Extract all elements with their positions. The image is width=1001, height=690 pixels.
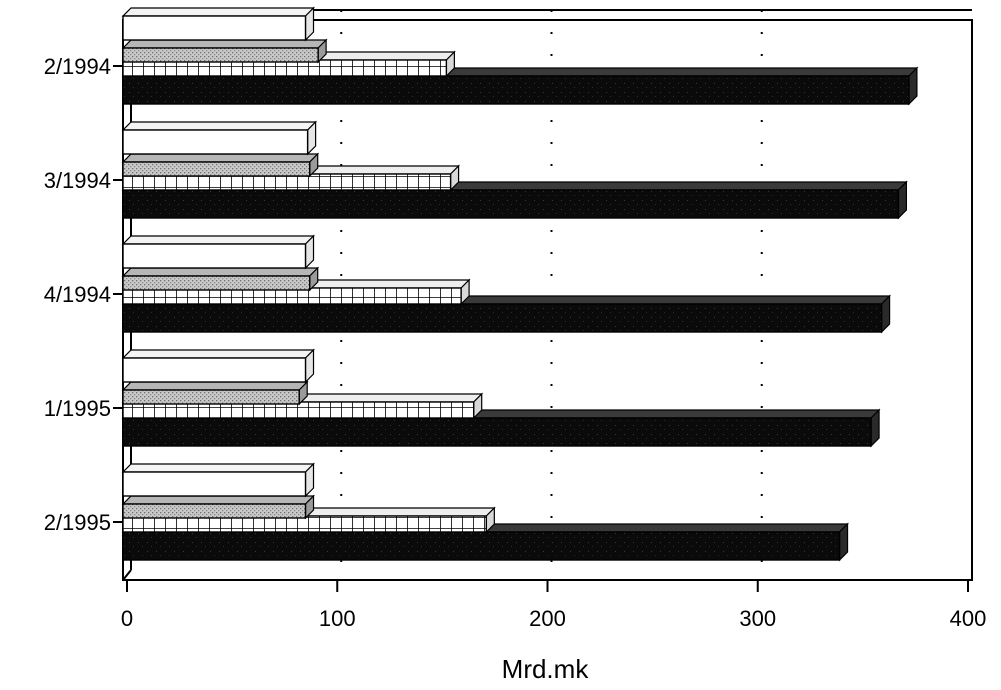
bar-front-face	[122, 15, 307, 41]
bar-front-face	[122, 129, 309, 155]
bar	[121, 234, 315, 270]
bar-top-face	[121, 121, 318, 131]
y-tick-label: 1/1995	[44, 396, 111, 421]
bar-front-face	[122, 47, 319, 63]
x-tick-label: 200	[529, 606, 566, 631]
x-tick-label: 100	[319, 606, 356, 631]
bar-front-face	[122, 357, 307, 383]
bar-top-face	[121, 235, 315, 245]
y-tick-label: 2/1994	[44, 54, 111, 79]
bar	[121, 494, 315, 520]
bar-top-face	[121, 39, 328, 49]
bar	[121, 462, 315, 498]
plot-frame-edge	[122, 569, 132, 581]
x-axis-title: Mrd.mk	[502, 654, 590, 684]
y-tick-label: 4/1994	[44, 282, 111, 307]
x-tick-label: 300	[739, 606, 776, 631]
bar-top-face	[121, 267, 320, 277]
bar-top-face	[121, 381, 309, 391]
bar	[121, 408, 881, 448]
bar-front-face	[122, 275, 311, 291]
x-tick-label: 0	[121, 606, 133, 631]
bar-front-face	[122, 161, 311, 177]
bar	[121, 120, 318, 156]
bar	[121, 294, 892, 334]
bar-front-face	[122, 303, 883, 333]
bar-front-face	[122, 189, 900, 219]
y-tick-label: 3/1994	[44, 168, 111, 193]
bar-front-face	[122, 75, 910, 105]
bar	[121, 6, 315, 42]
x-tick-label: 400	[950, 606, 987, 631]
bar	[121, 38, 328, 64]
bar	[121, 348, 315, 384]
bar	[121, 380, 309, 406]
bar-front-face	[122, 243, 307, 269]
bar-top-face	[121, 349, 315, 359]
bar	[121, 266, 320, 292]
bar	[121, 152, 320, 178]
bar-front-face	[122, 471, 307, 497]
bar-front-face	[122, 503, 307, 519]
y-tick-label: 2/1995	[44, 510, 111, 535]
bar-front-face	[122, 531, 841, 561]
bar-top-face	[121, 7, 315, 17]
bar-front-face	[122, 389, 300, 405]
bar-top-face	[121, 495, 315, 505]
bar-top-face	[121, 153, 320, 163]
bar-front-face	[122, 417, 872, 447]
bar-top-face	[121, 463, 315, 473]
